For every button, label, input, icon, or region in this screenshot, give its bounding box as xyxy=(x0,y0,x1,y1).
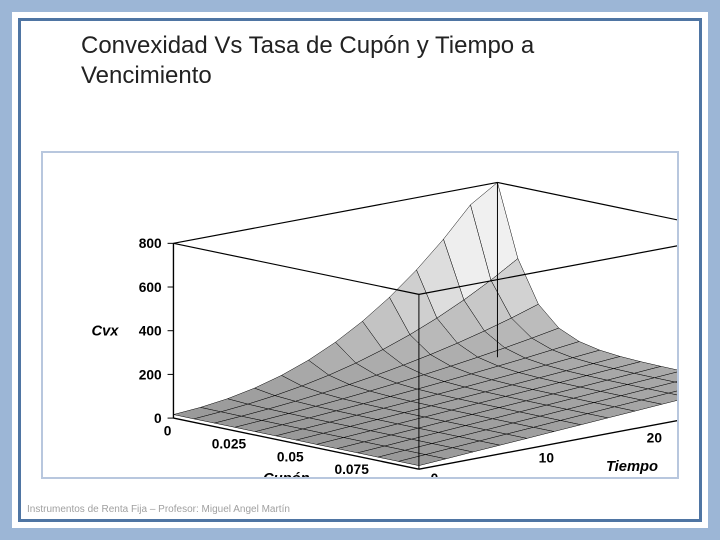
slide-inner-frame: Convexidad Vs Tasa de Cupón y Tiempo a V… xyxy=(18,18,702,522)
svg-text:Tiempo: Tiempo xyxy=(606,459,658,475)
svg-text:0.05: 0.05 xyxy=(277,449,304,464)
svg-text:0.075: 0.075 xyxy=(334,462,369,477)
svg-text:800: 800 xyxy=(139,236,162,251)
svg-text:200: 200 xyxy=(139,367,162,382)
svg-text:0: 0 xyxy=(431,471,439,477)
svg-text:10: 10 xyxy=(539,451,555,466)
svg-text:400: 400 xyxy=(139,324,162,339)
footer-text: Instrumentos de Renta Fija – Profesor: M… xyxy=(27,504,290,515)
svg-text:20: 20 xyxy=(647,430,663,445)
page-title: Convexidad Vs Tasa de Cupón y Tiempo a V… xyxy=(81,31,639,91)
surface-3d-chart: 0 200 400 600 800 Cvx 0 0.025 0.05 0.075 0.1 Cupón 0… xyxy=(43,153,677,477)
svg-text:600: 600 xyxy=(139,280,162,295)
slide-outer-frame: Convexidad Vs Tasa de Cupón y Tiempo a V… xyxy=(0,0,720,540)
chart-panel: 0 200 400 600 800 Cvx 0 0.025 0.05 0.075 0.1 Cupón 0… xyxy=(41,151,679,479)
svg-text:0: 0 xyxy=(154,411,162,426)
svg-text:0: 0 xyxy=(164,424,172,439)
svg-text:Cvx: Cvx xyxy=(91,324,119,340)
svg-text:Cupón: Cupón xyxy=(263,471,310,477)
svg-text:0.1: 0.1 xyxy=(403,475,422,477)
svg-text:0.025: 0.025 xyxy=(212,437,247,452)
